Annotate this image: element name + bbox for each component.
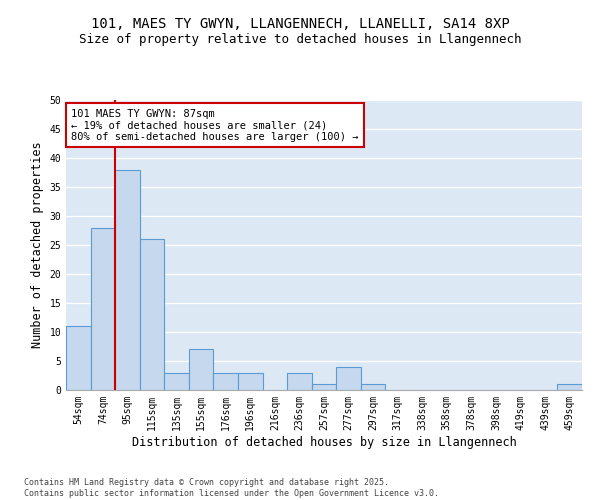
Bar [312,384,336,390]
Bar [189,350,214,390]
Y-axis label: Number of detached properties: Number of detached properties [31,142,44,348]
Bar [140,239,164,390]
Text: 101 MAES TY GWYN: 87sqm
← 19% of detached houses are smaller (24)
80% of semi-de: 101 MAES TY GWYN: 87sqm ← 19% of detache… [71,108,359,142]
Text: 101, MAES TY GWYN, LLANGENNECH, LLANELLI, SA14 8XP: 101, MAES TY GWYN, LLANGENNECH, LLANELLI… [91,18,509,32]
Bar [557,384,582,390]
Bar [115,170,140,390]
Bar [164,372,189,390]
Bar [336,367,361,390]
X-axis label: Distribution of detached houses by size in Llangennech: Distribution of detached houses by size … [131,436,517,448]
Bar [214,372,238,390]
Bar [66,326,91,390]
Bar [287,372,312,390]
Text: Contains HM Land Registry data © Crown copyright and database right 2025.
Contai: Contains HM Land Registry data © Crown c… [24,478,439,498]
Bar [91,228,115,390]
Bar [361,384,385,390]
Bar [238,372,263,390]
Text: Size of property relative to detached houses in Llangennech: Size of property relative to detached ho… [79,32,521,46]
